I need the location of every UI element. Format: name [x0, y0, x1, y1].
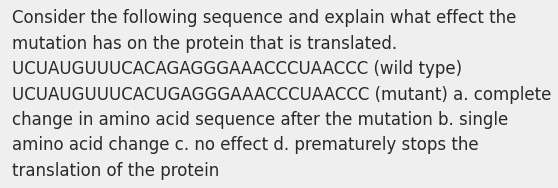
Text: mutation has on the protein that is translated.: mutation has on the protein that is tran…: [12, 35, 397, 53]
Text: Consider the following sequence and explain what effect the: Consider the following sequence and expl…: [12, 9, 517, 27]
Text: UCUAUGUUUCACAGAGGGAAACCCUAACCC (wild type): UCUAUGUUUCACAGAGGGAAACCCUAACCC (wild typ…: [12, 60, 463, 78]
Text: change in amino acid sequence after the mutation b. single: change in amino acid sequence after the …: [12, 111, 508, 129]
Text: amino acid change c. no effect d. prematurely stops the: amino acid change c. no effect d. premat…: [12, 136, 479, 154]
Text: UCUAUGUUUCACUGAGGGAAACCCUAACCC (mutant) a. complete: UCUAUGUUUCACUGAGGGAAACCCUAACCC (mutant) …: [12, 86, 552, 104]
Text: translation of the protein: translation of the protein: [12, 162, 219, 180]
